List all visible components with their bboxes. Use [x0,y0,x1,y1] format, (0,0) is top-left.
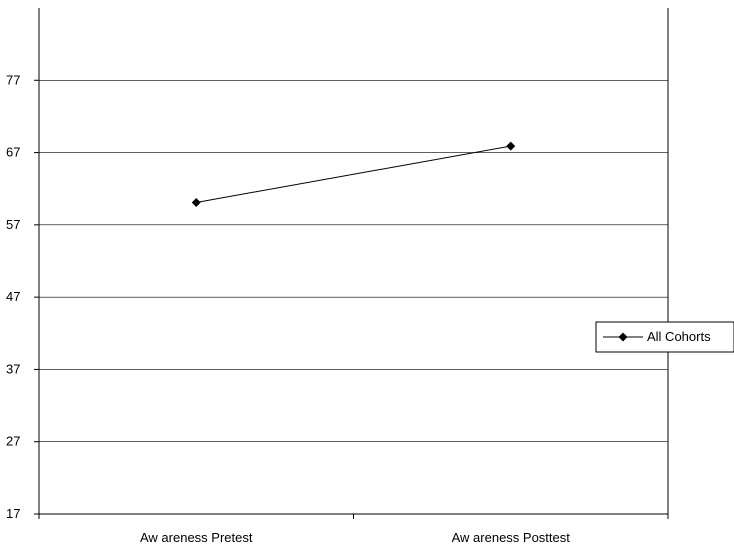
axes [34,8,669,519]
data-point [191,197,201,207]
y-tick-label: 17 [6,506,20,521]
y-tick-label: 37 [6,361,20,376]
legend-marker-icon [618,332,628,342]
legend: All Cohorts [595,321,734,353]
series [191,141,516,207]
y-tick-label: 47 [6,289,20,304]
data-point [506,141,516,151]
y-tick-labels: 17 27 37 47 57 67 77 [6,72,20,521]
y-tick-label: 27 [6,434,20,449]
x-tick-label: Aw areness Pretest [140,530,253,545]
y-tick-label: 77 [6,72,20,87]
y-tick-label: 67 [6,145,20,160]
x-tick-label: Aw areness Posttest [452,530,571,545]
x-tick-labels: Aw areness Pretest Aw areness Posttest [140,530,570,545]
series-line [196,145,511,203]
legend-entry: All Cohorts [647,329,711,344]
grid-lines [39,79,668,443]
y-tick-label: 57 [6,217,20,232]
